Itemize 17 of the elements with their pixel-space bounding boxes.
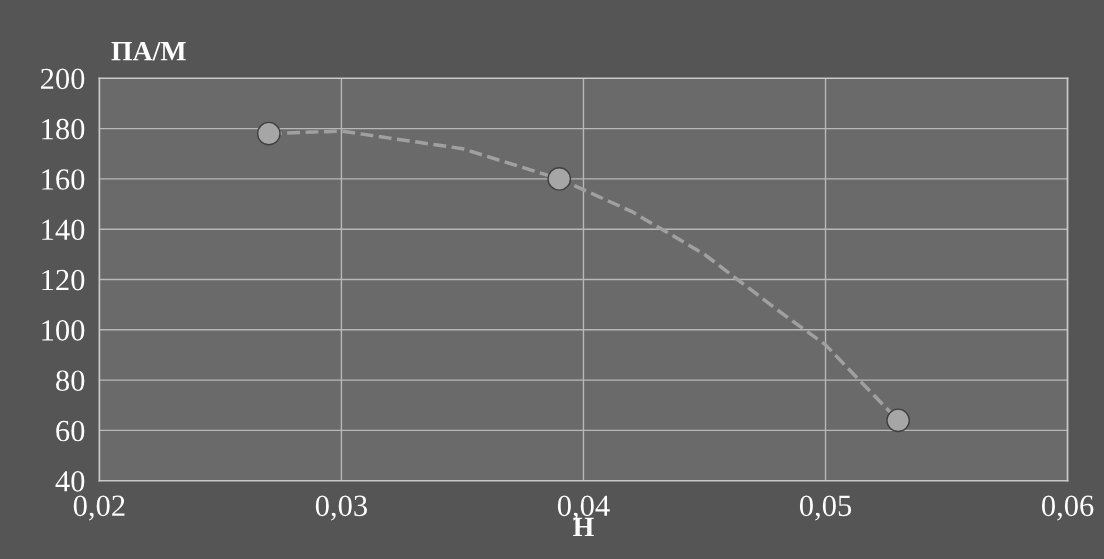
point xyxy=(256,121,281,146)
y-tick-label: 80 xyxy=(56,370,85,392)
x-tick-label: 0,03 xyxy=(315,495,367,521)
y-tick-label: 60 xyxy=(56,420,85,442)
y-tick-label: 200 xyxy=(40,68,85,90)
x-tick-label: 0,02 xyxy=(73,495,125,521)
y-tick-label: 180 xyxy=(42,118,85,140)
y-tick-label: 120 xyxy=(42,269,85,291)
y-axis-title: ПА/М xyxy=(111,41,186,61)
y-tick-label: 140 xyxy=(42,219,85,241)
x-tick-label: 0,05 xyxy=(799,495,852,521)
x-tick-label: 0,06 xyxy=(1042,495,1094,521)
y-tick-label: 160 xyxy=(42,169,85,190)
point xyxy=(886,408,911,433)
y-tick-label: 100 xyxy=(42,320,85,341)
y-tick-label: 40 xyxy=(55,471,85,492)
point xyxy=(547,166,572,191)
